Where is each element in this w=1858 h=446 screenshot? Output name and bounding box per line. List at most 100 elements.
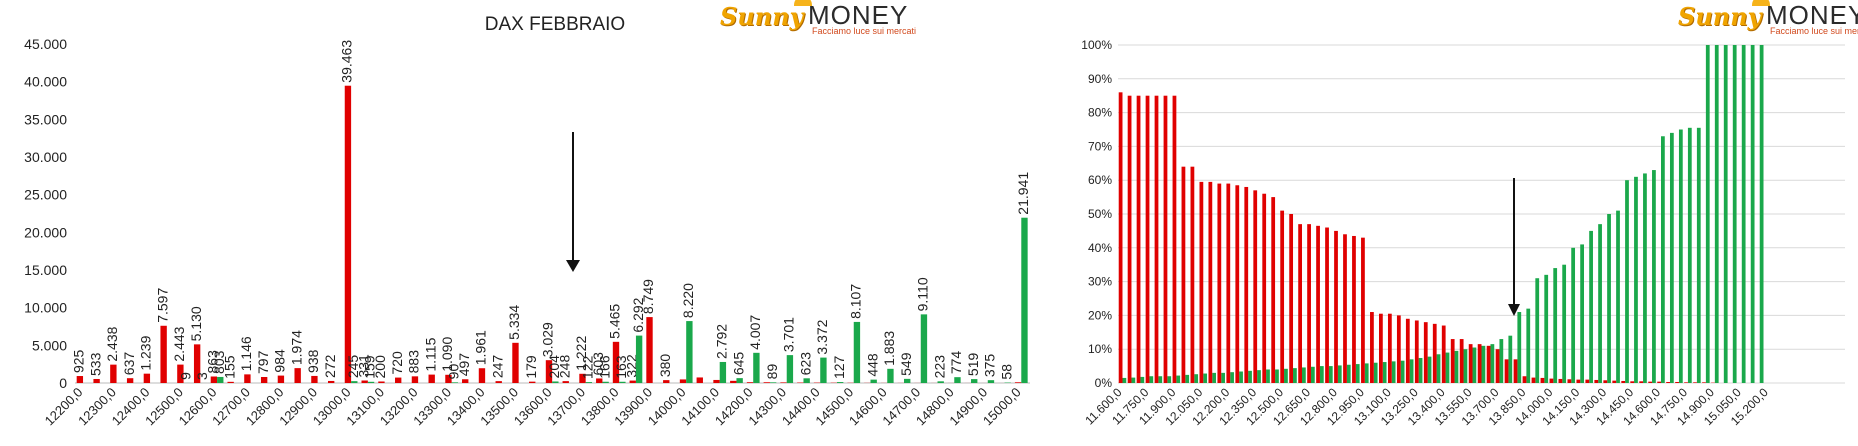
- call-pct-bar: [1526, 308, 1531, 383]
- put-pct-bar: [1361, 237, 1365, 383]
- call-pct-bar: [1607, 214, 1611, 383]
- put-pct-bar: [1594, 379, 1599, 383]
- logo-tagline: Facciamo luce sui mercati: [1770, 26, 1858, 36]
- call-pct-bar: [1409, 359, 1414, 383]
- put-pct-bar: [1307, 224, 1311, 383]
- call-bar: [954, 377, 961, 383]
- data-label-call: 245: [345, 355, 361, 379]
- put-pct-bar: [1540, 377, 1545, 383]
- data-label-call: 122: [580, 356, 596, 380]
- put-pct-bar: [1127, 95, 1132, 383]
- call-bar: [585, 382, 593, 383]
- call-pct-bar: [1705, 45, 1710, 383]
- put-pct-bar: [1522, 376, 1527, 383]
- put-bar: [562, 381, 569, 383]
- y-tick-label: 10.000: [24, 300, 67, 316]
- y-tick-label: 0: [59, 375, 67, 391]
- put-bar: [679, 379, 687, 383]
- put-pct-bar: [1621, 380, 1626, 383]
- y-tick-label: 20%: [1088, 308, 1112, 322]
- data-label-call: 90: [446, 364, 462, 380]
- call-bar: [971, 379, 978, 383]
- put-pct-bar: [1172, 95, 1177, 383]
- data-label-put: 322: [623, 354, 639, 378]
- y-tick-label: 35.000: [24, 111, 67, 127]
- y-tick-label: 30.000: [24, 149, 67, 165]
- put-bar: [529, 381, 536, 383]
- put-pct-bar: [1208, 181, 1213, 383]
- put-pct-bar: [1379, 313, 1383, 383]
- put-pct-bar: [1226, 183, 1231, 383]
- put-bar: [361, 380, 368, 383]
- put-bar: [160, 325, 167, 383]
- put-pct-bar: [1145, 95, 1150, 383]
- data-label-put: 5.130: [188, 306, 204, 341]
- call-pct-bar: [1149, 376, 1154, 383]
- put-bar: [143, 373, 151, 383]
- call-pct-bar: [1553, 268, 1558, 383]
- call-pct-bar: [1355, 364, 1360, 383]
- call-pct-bar: [1391, 361, 1396, 383]
- put-pct-bar: [1244, 186, 1249, 383]
- put-pct-bar: [1513, 359, 1518, 383]
- data-label-call: 9.110: [915, 277, 931, 311]
- sunny-money-logo-right: Sunny MONEY Facciamo luce sui mercati: [1678, 0, 1858, 40]
- call-bar: [635, 335, 643, 383]
- data-label-call: 623: [797, 352, 813, 376]
- call-bar: [451, 382, 459, 383]
- call-pct-bar: [1652, 170, 1656, 383]
- put-bar: [646, 317, 653, 383]
- put-bar: [579, 373, 586, 383]
- call-pct-bar: [1140, 376, 1145, 383]
- put-bar: [294, 368, 301, 383]
- y-tick-label: 60%: [1088, 173, 1112, 187]
- put-pct-bar: [1684, 382, 1688, 383]
- call-pct-bar: [1661, 136, 1665, 383]
- call-pct-bar: [1257, 370, 1261, 383]
- call-pct-bar: [1346, 364, 1351, 383]
- data-label-put: 1.146: [238, 336, 254, 371]
- put-bar: [696, 377, 703, 383]
- call-pct-bar: [1418, 357, 1423, 383]
- data-label-put: 720: [389, 351, 405, 375]
- call-bar: [719, 361, 727, 383]
- put-pct-bar: [1199, 181, 1204, 383]
- data-label-put: 1.090: [439, 337, 455, 372]
- data-label-put: 3.029: [540, 322, 556, 357]
- data-label-call: 21.941: [1015, 172, 1031, 215]
- call-bar: [736, 378, 743, 383]
- call-pct-bar: [1643, 173, 1647, 383]
- put-bar: [344, 85, 352, 383]
- call-pct-bar: [1571, 247, 1576, 383]
- call-bar: [920, 314, 928, 383]
- data-label-call: 8.220: [680, 283, 696, 318]
- data-label-put: 2.443: [171, 326, 187, 361]
- call-pct-bar: [1319, 366, 1324, 383]
- put-pct-bar: [1567, 379, 1572, 383]
- data-label-call: 1.883: [881, 331, 897, 366]
- put-pct-bar: [1370, 312, 1374, 383]
- put-bar: [110, 364, 117, 383]
- call-pct-bar: [1427, 356, 1432, 383]
- put-pct-bar: [1154, 95, 1159, 383]
- put-bar: [713, 379, 720, 383]
- put-bar: [227, 381, 234, 383]
- data-label-put: 984: [272, 349, 288, 373]
- call-bar: [786, 355, 794, 383]
- call-bar: [803, 378, 810, 383]
- data-label-call: 375: [982, 354, 998, 378]
- call-pct-bar: [1301, 367, 1306, 383]
- logo-word-money: MONEY: [1766, 0, 1858, 30]
- y-tick-label: 100%: [1081, 38, 1112, 52]
- data-label-put: 938: [305, 349, 321, 373]
- call-pct-bar: [1562, 264, 1567, 383]
- call-bar: [887, 368, 894, 383]
- data-label-call: 549: [898, 352, 914, 376]
- data-label-call: 2.792: [714, 324, 730, 359]
- put-bar: [177, 364, 184, 383]
- call-pct-bar: [1266, 369, 1270, 383]
- put-bar: [462, 379, 469, 383]
- call-bar: [1021, 217, 1028, 383]
- call-pct-bar: [1185, 374, 1190, 383]
- data-label-call: 127: [831, 355, 847, 379]
